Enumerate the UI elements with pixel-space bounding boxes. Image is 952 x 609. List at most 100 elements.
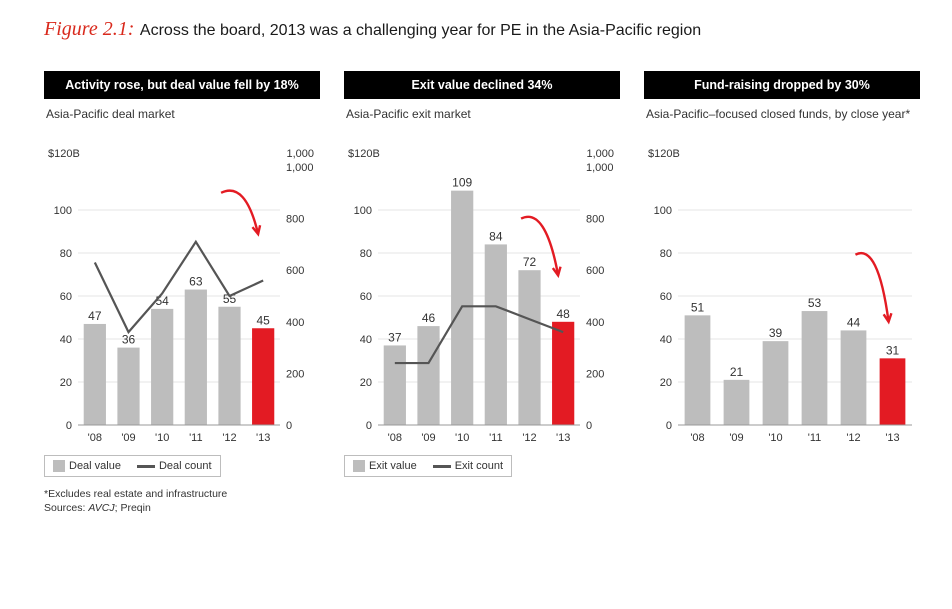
svg-text:'13: '13 (556, 432, 570, 444)
chart-bar (763, 341, 789, 425)
svg-text:100: 100 (54, 205, 72, 217)
chart-bar (802, 311, 828, 425)
svg-text:'13: '13 (256, 432, 270, 444)
svg-text:800: 800 (586, 214, 604, 226)
svg-text:'09: '09 (729, 432, 743, 444)
chart-bar (117, 348, 139, 425)
svg-text:'11: '11 (489, 432, 503, 444)
panel-deal-subtitle: Asia-Pacific deal market (44, 99, 320, 139)
svg-text:60: 60 (60, 291, 72, 303)
svg-text:'09: '09 (421, 432, 435, 444)
chart-bar (724, 380, 750, 425)
chart-bar (485, 244, 507, 425)
svg-text:40: 40 (60, 334, 72, 346)
legend-item: Deal count (137, 460, 212, 472)
panel-fund: Fund-raising dropped by 30% Asia-Pacific… (644, 71, 920, 449)
legend-item: Exit count (433, 460, 503, 472)
chart-svg: 02040608010002004006008001,000$120B1,000… (44, 139, 320, 449)
svg-text:48: 48 (556, 307, 570, 321)
svg-text:0: 0 (66, 420, 72, 432)
svg-text:800: 800 (286, 214, 304, 226)
figure-title: Figure 2.1: Across the board, 2013 was a… (44, 18, 920, 41)
svg-text:'08: '08 (88, 432, 102, 444)
svg-text:'11: '11 (808, 432, 822, 444)
svg-text:20: 20 (660, 377, 672, 389)
svg-text:80: 80 (660, 248, 672, 260)
panel-fund-subtitle: Asia-Pacific–focused closed funds, by cl… (644, 99, 920, 139)
svg-text:200: 200 (286, 368, 304, 380)
svg-text:'12: '12 (222, 432, 236, 444)
svg-text:60: 60 (360, 291, 372, 303)
svg-text:40: 40 (360, 334, 372, 346)
svg-text:100: 100 (354, 205, 372, 217)
svg-text:'12: '12 (522, 432, 536, 444)
panel-fund-chart: 020406080100$120B512139534431'08'09'10'1… (644, 139, 920, 449)
svg-text:0: 0 (366, 420, 372, 432)
chart-bar (218, 307, 240, 425)
svg-text:0: 0 (666, 420, 672, 432)
svg-text:200: 200 (586, 368, 604, 380)
svg-text:51: 51 (691, 300, 705, 314)
svg-text:'10: '10 (155, 432, 169, 444)
panel-exit-legend: Exit value Exit count (344, 455, 512, 477)
svg-text:0: 0 (586, 420, 592, 432)
svg-text:31: 31 (886, 343, 900, 357)
svg-text:45: 45 (256, 313, 270, 327)
svg-text:'13: '13 (885, 432, 899, 444)
chart-bar (552, 322, 574, 425)
svg-text:0: 0 (286, 420, 292, 432)
svg-text:1,000: 1,000 (286, 162, 314, 174)
chart-bar (685, 315, 711, 425)
chart-bar (841, 330, 867, 425)
svg-text:54: 54 (155, 294, 169, 308)
svg-text:'10: '10 (455, 432, 469, 444)
svg-text:60: 60 (660, 291, 672, 303)
svg-text:'12: '12 (846, 432, 860, 444)
chart-bar (84, 324, 106, 425)
panel-deal-legend: Deal value Deal count (44, 455, 221, 477)
panel-exit-chart: 02040608010002004006008001,000$120B1,000… (344, 139, 620, 449)
panel-exit-title: Exit value declined 34% (344, 71, 620, 99)
arrow-annotation-icon (855, 253, 888, 322)
svg-text:'09: '09 (121, 432, 135, 444)
legend-item: Exit value (353, 460, 417, 472)
svg-text:46: 46 (422, 311, 436, 325)
svg-text:20: 20 (360, 377, 372, 389)
panel-deal-title: Activity rose, but deal value fell by 18… (44, 71, 320, 99)
footnotes: *Excludes real estate and infrastructure… (44, 487, 920, 515)
svg-text:'11: '11 (189, 432, 203, 444)
svg-text:1,000: 1,000 (286, 148, 314, 160)
svg-text:600: 600 (586, 265, 604, 277)
svg-text:84: 84 (489, 229, 503, 243)
legend-item: Deal value (53, 460, 121, 472)
chart-bar (880, 358, 906, 425)
svg-text:$120B: $120B (48, 148, 80, 160)
chart-bar (151, 309, 173, 425)
chart-bar (252, 328, 274, 425)
chart-bar (384, 345, 406, 425)
panels-row: Activity rose, but deal value fell by 18… (44, 71, 920, 477)
panel-fund-title: Fund-raising dropped by 30% (644, 71, 920, 99)
svg-text:39: 39 (769, 326, 783, 340)
figure-number: Figure 2.1: (44, 18, 134, 40)
svg-text:20: 20 (60, 377, 72, 389)
chart-svg: 020406080100$120B512139534431'08'09'10'1… (644, 139, 920, 449)
panel-exit-subtitle: Asia-Pacific exit market (344, 99, 620, 139)
chart-svg: 02040608010002004006008001,000$120B1,000… (344, 139, 620, 449)
svg-text:63: 63 (189, 275, 203, 289)
svg-text:44: 44 (847, 315, 861, 329)
footnote-sources: Sources: AVCJ; Preqin (44, 501, 920, 515)
svg-text:47: 47 (88, 309, 102, 323)
panel-exit: Exit value declined 34% Asia-Pacific exi… (344, 71, 620, 477)
svg-text:400: 400 (286, 317, 304, 329)
svg-text:'08: '08 (690, 432, 704, 444)
svg-text:$120B: $120B (348, 148, 380, 160)
panel-deal: Activity rose, but deal value fell by 18… (44, 71, 320, 477)
svg-text:100: 100 (654, 205, 672, 217)
svg-text:21: 21 (730, 365, 744, 379)
chart-bar (417, 326, 439, 425)
svg-text:40: 40 (660, 334, 672, 346)
svg-text:36: 36 (122, 333, 136, 347)
svg-text:53: 53 (808, 296, 822, 310)
svg-text:109: 109 (452, 176, 472, 190)
